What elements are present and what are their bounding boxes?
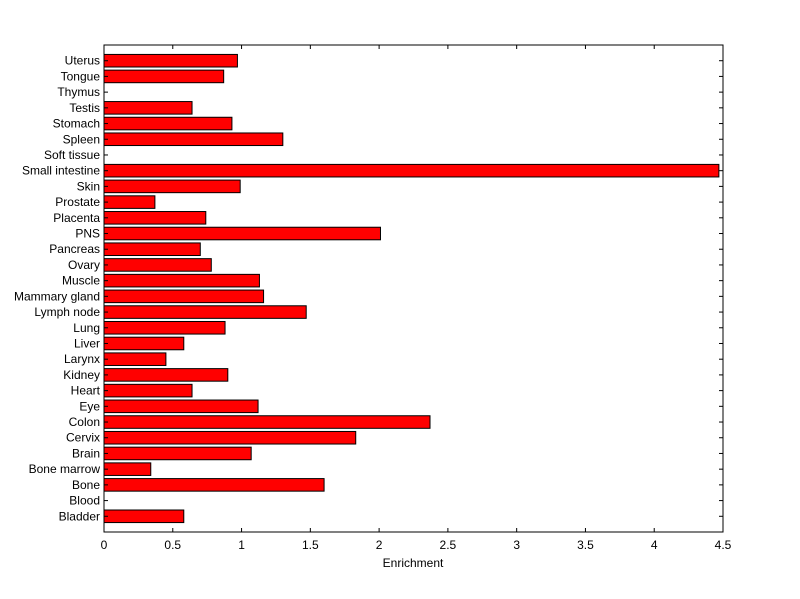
y-tick-label: Mammary gland (14, 289, 100, 303)
bar-mammary-gland (103, 289, 265, 304)
x-tick-label: 4.5 (715, 538, 732, 552)
bar-spleen (103, 132, 284, 147)
bar-ovary (103, 258, 212, 272)
bar-cervix (103, 430, 357, 445)
y-tick-label: Pancreas (49, 242, 100, 256)
bar-pancreas (103, 242, 201, 257)
y-tick-label: Colon (69, 415, 100, 429)
x-tick-label: 0.5 (164, 538, 181, 552)
y-tick-label: Skin (77, 179, 100, 193)
y-tick-label: Eye (79, 399, 100, 413)
y-tick-label: Bladder (59, 509, 100, 523)
x-axis-label: Enrichment (383, 556, 444, 570)
bar-bone (103, 478, 325, 492)
x-tick-label: 2 (376, 538, 383, 552)
y-tick-label: Placenta (53, 211, 100, 225)
bar-small-intestine (103, 163, 720, 178)
y-tick-label: Uterus (65, 54, 100, 68)
x-tick-label: 1 (238, 538, 245, 552)
bar-stomach (103, 116, 233, 131)
y-tick-label: Blood (69, 494, 100, 508)
bar-heart (103, 383, 193, 398)
y-tick-label: Kidney (63, 368, 100, 382)
bar-lung (103, 320, 226, 335)
bar-colon (103, 415, 431, 429)
bar-lymph-node (103, 305, 307, 319)
plot-frame (103, 44, 724, 533)
bar-pns (103, 226, 381, 241)
y-tick-label: Cervix (66, 431, 100, 445)
bar-uterus (103, 53, 238, 68)
x-tick-label: 4 (651, 538, 658, 552)
bar-brain (103, 446, 252, 461)
bar-placenta (103, 211, 207, 225)
y-tick-label: Soft tissue (44, 148, 100, 162)
bar-tongue (103, 69, 225, 84)
y-tick-label: Thymus (57, 85, 100, 99)
y-tick-label: Testis (69, 101, 100, 115)
x-tick-label: 1.5 (302, 538, 319, 552)
bar-testis (103, 101, 193, 115)
x-tick-label: 0 (101, 538, 108, 552)
x-tick-label: 3.5 (577, 538, 594, 552)
y-tick-label: Tongue (61, 69, 101, 83)
y-tick-label: Liver (74, 336, 100, 350)
y-tick-label: Lymph node (34, 305, 100, 319)
y-tick-label: Ovary (68, 258, 100, 272)
y-tick-label: Small intestine (22, 164, 100, 178)
bar-bladder (103, 509, 185, 524)
bar-bone-marrow (103, 462, 152, 476)
bar-eye (103, 399, 259, 414)
y-tick-label: Lung (73, 321, 100, 335)
y-tick-label: Bone (72, 478, 100, 492)
y-tick-label: Prostate (55, 195, 100, 209)
y-tick-label: PNS (75, 227, 100, 241)
x-tick-label: 2.5 (440, 538, 457, 552)
bar-skin (103, 179, 241, 194)
bar-kidney (103, 368, 229, 382)
bar-muscle (103, 273, 260, 288)
x-tick-label: 3 (513, 538, 520, 552)
bar-larynx (103, 352, 167, 366)
bar-prostate (103, 195, 156, 209)
y-tick-label: Brain (72, 446, 100, 460)
y-tick-label: Bone marrow (29, 462, 101, 476)
y-tick-label: Larynx (64, 352, 100, 366)
y-tick-label: Stomach (53, 117, 100, 131)
y-tick-label: Spleen (63, 132, 100, 146)
y-tick-label: Muscle (62, 274, 100, 288)
y-tick-label: Heart (71, 384, 101, 398)
bar-liver (103, 336, 185, 351)
